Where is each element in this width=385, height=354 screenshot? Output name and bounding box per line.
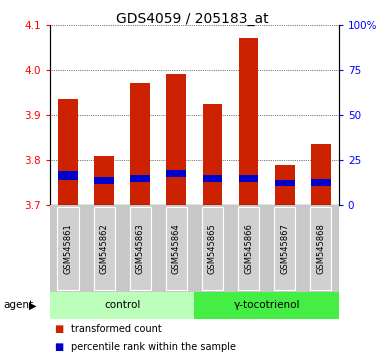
Bar — [130, 207, 151, 290]
Text: agent: agent — [4, 300, 34, 310]
Bar — [203, 175, 223, 182]
Text: ■: ■ — [54, 324, 63, 334]
Bar — [238, 207, 259, 290]
Text: GSM545862: GSM545862 — [100, 223, 109, 274]
Bar — [239, 38, 258, 205]
Bar — [311, 179, 331, 186]
Bar — [275, 165, 295, 205]
Text: ■: ■ — [54, 342, 63, 352]
Text: GSM545866: GSM545866 — [244, 223, 253, 274]
Bar — [166, 74, 186, 205]
Bar — [94, 207, 115, 290]
Bar — [202, 207, 223, 290]
Bar — [50, 292, 194, 319]
Text: control: control — [104, 300, 141, 310]
Text: percentile rank within the sample: percentile rank within the sample — [71, 342, 236, 352]
Bar — [94, 177, 114, 184]
Bar — [166, 207, 187, 290]
Bar — [58, 99, 78, 205]
Bar — [131, 84, 150, 205]
Text: GDS4059 / 205183_at: GDS4059 / 205183_at — [116, 12, 269, 27]
Bar — [57, 207, 79, 290]
Bar — [274, 207, 295, 290]
Text: transformed count: transformed count — [71, 324, 162, 334]
Bar — [239, 175, 258, 182]
Bar — [194, 292, 339, 319]
Bar — [311, 144, 331, 205]
Text: GSM545864: GSM545864 — [172, 223, 181, 274]
Text: GSM545867: GSM545867 — [280, 223, 289, 274]
Text: GSM545863: GSM545863 — [136, 223, 145, 274]
Text: GSM545868: GSM545868 — [316, 223, 325, 274]
Text: GSM545861: GSM545861 — [64, 223, 73, 274]
Bar — [94, 156, 114, 205]
Bar — [203, 104, 223, 205]
Bar — [58, 171, 78, 179]
Text: γ-tocotrienol: γ-tocotrienol — [233, 300, 300, 310]
Text: ▶: ▶ — [29, 300, 37, 310]
Bar — [166, 170, 186, 177]
Bar — [310, 207, 331, 290]
Bar — [131, 175, 150, 182]
Text: GSM545865: GSM545865 — [208, 223, 217, 274]
Bar — [275, 179, 295, 186]
